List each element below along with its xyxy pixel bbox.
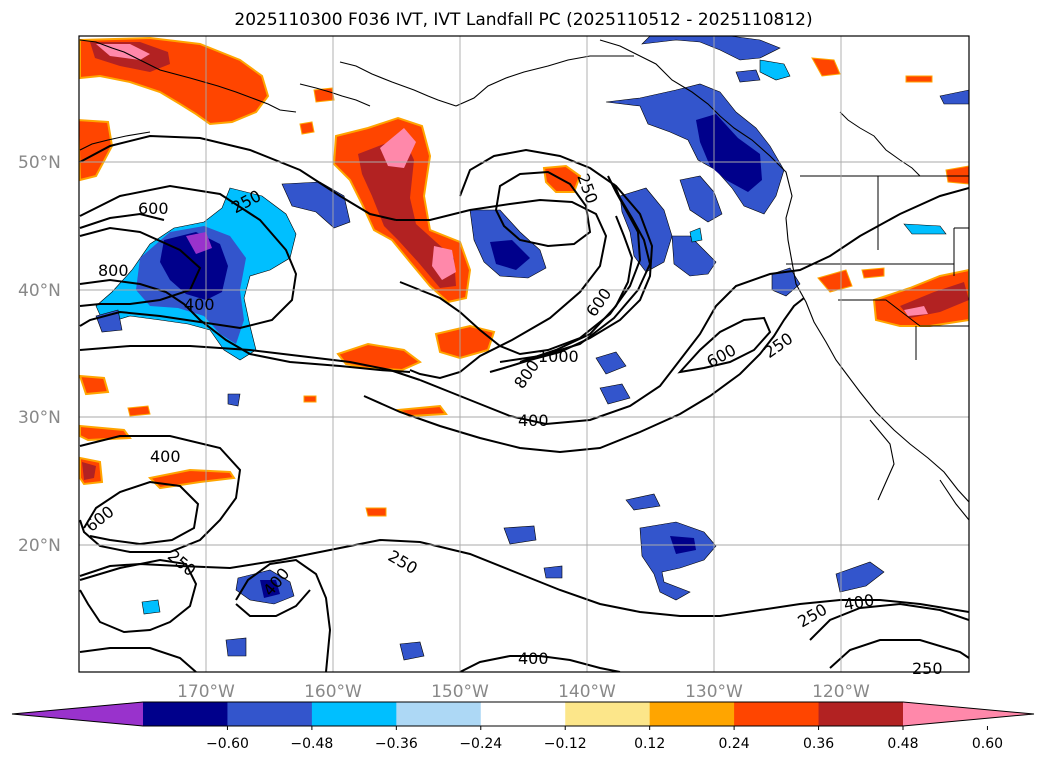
contour-label: 400 xyxy=(150,447,181,466)
colorbar: −0.60 −0.48 −0.36 −0.24 −0.12 0.12 0.24 0.36 0.4… xyxy=(11,701,1035,752)
latitude-labels: 50°N 40°N 30°N 20°N xyxy=(18,153,61,556)
colorbar-tick-label: 0.48 xyxy=(887,736,918,752)
positive-ivt-anomaly-shading xyxy=(79,36,969,517)
contour-label: 250 xyxy=(912,659,943,678)
map-gridlines xyxy=(79,36,969,672)
colorbar-outline xyxy=(11,701,1035,727)
colorbar-tick-label: −0.60 xyxy=(206,736,249,752)
lon-label: 130°W xyxy=(685,682,743,702)
longitude-labels: 170°W 160°W 150°W 140°W 130°W 120°W xyxy=(177,682,870,702)
contour-label: 1000 xyxy=(538,347,579,366)
contour-label: 400 xyxy=(518,649,549,668)
lat-label: 40°N xyxy=(18,281,61,301)
colorbar-extend-min xyxy=(12,702,143,726)
colorbar-segment xyxy=(227,702,313,726)
colorbar-segment xyxy=(818,702,904,726)
map-title: 2025110300 F036 IVT, IVT Landfall PC (20… xyxy=(234,10,813,30)
contour-label: 800 xyxy=(98,261,129,280)
colorbar-tick-label: −0.12 xyxy=(544,736,587,752)
lon-label: 150°W xyxy=(431,682,489,702)
colorbar-tick-label: 0.60 xyxy=(972,736,1003,752)
ivt-contours xyxy=(79,134,969,672)
colorbar-tick-label: 0.36 xyxy=(803,736,834,752)
colorbar-tick-label: 0.12 xyxy=(634,736,665,752)
colorbar-segment xyxy=(311,702,397,726)
lon-label: 140°W xyxy=(558,682,616,702)
lat-label: 20°N xyxy=(18,536,61,556)
colorbar-tick-label: −0.36 xyxy=(375,736,418,752)
colorbar-segment xyxy=(480,702,566,726)
lat-label: 30°N xyxy=(18,408,61,428)
colorbar-segment xyxy=(143,702,228,726)
contour-label: 400 xyxy=(184,295,215,314)
lon-label: 170°W xyxy=(177,682,235,702)
colorbar-tick-label: −0.24 xyxy=(459,736,502,752)
contour-label: 600 xyxy=(138,199,169,218)
colorbar-tick-label: −0.48 xyxy=(290,736,333,752)
colorbar-segment xyxy=(734,702,820,726)
colorbar-segment xyxy=(396,702,482,726)
lon-label: 120°W xyxy=(812,682,870,702)
coastlines xyxy=(79,39,969,521)
map-frame xyxy=(78,35,970,673)
political-borders xyxy=(786,111,969,360)
map-panel: 600 250 800 400 250 600 1000 800 600 250… xyxy=(78,35,970,678)
colorbar-tick-label: 0.24 xyxy=(719,736,750,752)
contour-label: 400 xyxy=(518,411,549,430)
lat-label: 50°N xyxy=(18,153,61,173)
colorbar-extend-max xyxy=(903,702,1034,726)
colorbar-segment xyxy=(649,702,735,726)
lon-label: 160°W xyxy=(304,682,362,702)
colorbar-segment xyxy=(565,702,651,726)
